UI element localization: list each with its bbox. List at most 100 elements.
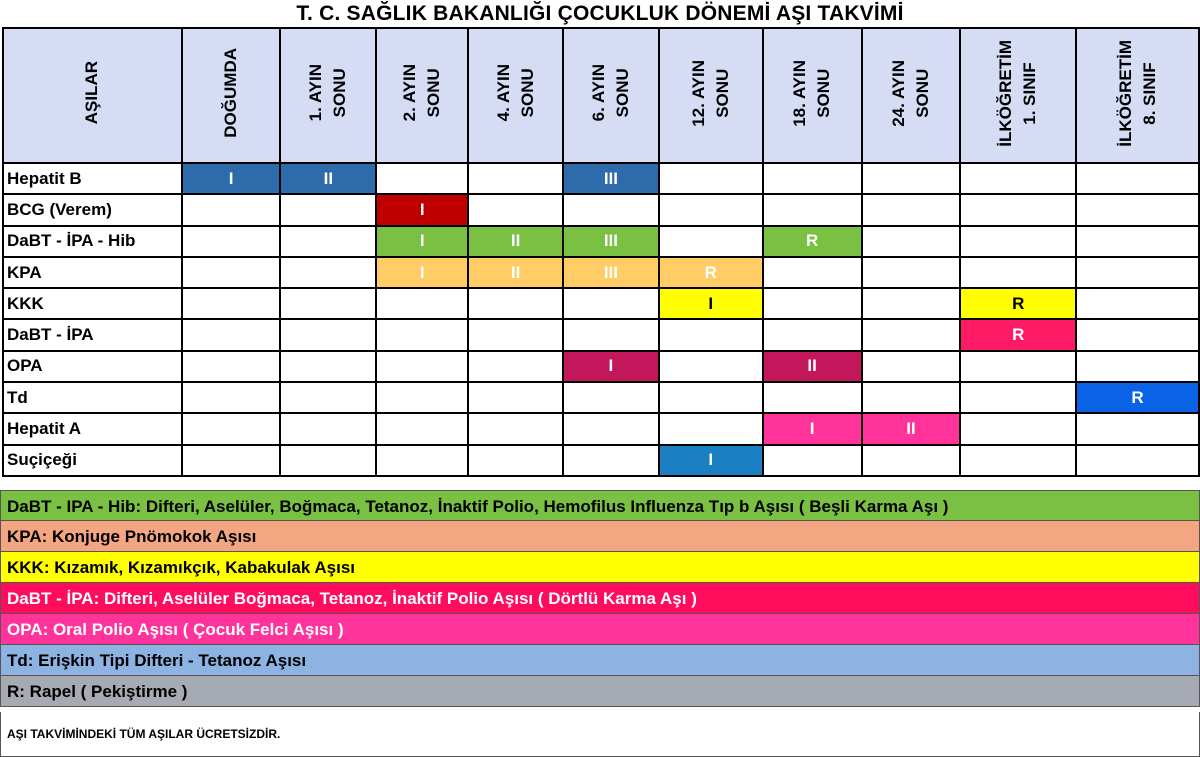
empty-cell bbox=[657, 381, 764, 415]
vaccine-name: BCG (Verem) bbox=[2, 193, 183, 227]
column-header-label: DOĞUMDA bbox=[221, 48, 241, 138]
empty-cell bbox=[1075, 287, 1200, 321]
empty-cell bbox=[657, 412, 764, 446]
dose-cell: R bbox=[657, 255, 764, 290]
legend-item: DaBT - İPA: Difteri, Aselüler Boğmaca, T… bbox=[0, 583, 1200, 614]
empty-cell bbox=[959, 224, 1078, 258]
empty-cell bbox=[467, 287, 564, 321]
column-header-7: 24. AYIN SONU bbox=[860, 27, 962, 164]
empty-cell bbox=[761, 161, 863, 196]
legend-item: Td: Erişkin Tipi Difteri - Tetanoz Aşısı bbox=[0, 645, 1200, 676]
column-header-9: İLKÖĞRETİM 8. SINIF bbox=[1075, 27, 1200, 164]
empty-cell bbox=[1075, 412, 1200, 446]
table-row: KPA I II III R bbox=[2, 255, 1200, 290]
empty-cell bbox=[375, 381, 470, 415]
empty-cell bbox=[1075, 255, 1200, 290]
empty-cell bbox=[562, 443, 660, 477]
legend-item: KKK: Kızamık, Kızamıkçık, Kabakulak Aşıs… bbox=[0, 552, 1200, 583]
column-header-label: 6. AYIN SONU bbox=[588, 64, 632, 122]
empty-cell bbox=[761, 255, 863, 290]
empty-cell bbox=[761, 443, 863, 477]
column-header-8: İLKÖĞRETİM 1. SINIF bbox=[959, 27, 1078, 164]
empty-cell bbox=[467, 381, 564, 415]
empty-cell bbox=[959, 412, 1078, 446]
empty-cell bbox=[467, 412, 564, 446]
dose-cell: R bbox=[761, 224, 863, 258]
dose-cell: R bbox=[959, 287, 1078, 321]
vaccines-column-header: AŞILAR bbox=[2, 27, 183, 164]
empty-cell bbox=[1075, 318, 1200, 352]
legend: DaBT - IPA - Hib: Difteri, Aselüler, Boğ… bbox=[0, 490, 1200, 707]
vaccine-name: KPA bbox=[2, 255, 183, 290]
empty-cell bbox=[180, 287, 282, 321]
vaccine-name: DaBT - İPA - Hib bbox=[2, 224, 183, 258]
page-title: T. C. SAĞLIK BAKANLIĞI ÇOCUKLUK DÖNEMİ A… bbox=[296, 2, 904, 25]
table-row: Hepatit A I II bbox=[2, 412, 1200, 446]
empty-cell bbox=[959, 443, 1078, 477]
empty-cell bbox=[959, 255, 1078, 290]
header-row: AŞILAR DOĞUMDA 1. AYIN SONU 2. AYIN SONU 4.… bbox=[2, 27, 1200, 164]
empty-cell bbox=[761, 318, 863, 352]
empty-cell bbox=[180, 193, 282, 227]
vaccines-label: AŞILAR bbox=[82, 61, 102, 125]
empty-cell bbox=[1075, 224, 1200, 258]
schedule-table: AŞILAR DOĞUMDA 1. AYIN SONU 2. AYIN SONU 4.… bbox=[2, 27, 1200, 477]
empty-cell bbox=[860, 224, 962, 258]
empty-cell bbox=[657, 193, 764, 227]
empty-cell bbox=[959, 193, 1078, 227]
empty-cell bbox=[657, 161, 764, 196]
empty-cell bbox=[279, 224, 378, 258]
legend-item: OPA: Oral Polio Aşısı ( Çocuk Felci Aşıs… bbox=[0, 614, 1200, 645]
empty-cell bbox=[761, 381, 863, 415]
empty-cell bbox=[180, 443, 282, 477]
column-header-label: İLKÖĞRETİM 8. SINIF bbox=[1115, 39, 1159, 147]
table-row: OPA I II bbox=[2, 349, 1200, 384]
dose-cell: R bbox=[959, 318, 1078, 352]
column-header-label: 4. AYIN SONU bbox=[493, 64, 537, 122]
empty-cell bbox=[279, 193, 378, 227]
vaccine-name: Hepatit B bbox=[2, 161, 183, 196]
empty-cell bbox=[761, 193, 863, 227]
column-header-2: 2. AYIN SONU bbox=[375, 27, 470, 164]
dose-cell: III bbox=[562, 161, 660, 196]
table-row: KKK I R bbox=[2, 287, 1200, 321]
empty-cell bbox=[279, 349, 378, 384]
table-row: DaBT - İPA - Hib I II III R bbox=[2, 224, 1200, 258]
empty-cell bbox=[860, 255, 962, 290]
column-header-label: 2. AYIN SONU bbox=[400, 64, 444, 122]
empty-cell bbox=[657, 349, 764, 384]
empty-cell bbox=[180, 255, 282, 290]
vaccine-name: OPA bbox=[2, 349, 183, 384]
footer-note: AŞI TAKVİMİNDEKİ TÜM AŞILAR ÜCRETSİZDİR. bbox=[0, 712, 1200, 757]
empty-cell bbox=[860, 287, 962, 321]
dose-cell: II bbox=[467, 224, 564, 258]
empty-cell bbox=[562, 318, 660, 352]
empty-cell bbox=[375, 287, 470, 321]
dose-cell: I bbox=[562, 349, 660, 384]
empty-cell bbox=[467, 443, 564, 477]
vaccine-name: Suçiçeği bbox=[2, 443, 183, 477]
vaccine-name: Td bbox=[2, 381, 183, 415]
column-header-3: 4. AYIN SONU bbox=[467, 27, 564, 164]
empty-cell bbox=[562, 193, 660, 227]
empty-cell bbox=[860, 161, 962, 196]
legend-item: R: Rapel ( Pekiştirme ) bbox=[0, 676, 1200, 707]
empty-cell bbox=[180, 318, 282, 352]
empty-cell bbox=[375, 443, 470, 477]
empty-cell bbox=[279, 318, 378, 352]
empty-cell bbox=[279, 255, 378, 290]
dose-cell: II bbox=[761, 349, 863, 384]
empty-cell bbox=[959, 381, 1078, 415]
vaccine-name: Hepatit A bbox=[2, 412, 183, 446]
column-header-0: DOĞUMDA bbox=[180, 27, 282, 164]
dose-cell: II bbox=[860, 412, 962, 446]
empty-cell bbox=[467, 318, 564, 352]
empty-cell bbox=[375, 349, 470, 384]
vaccine-name: DaBT - İPA bbox=[2, 318, 183, 352]
column-header-label: 12. AYIN SONU bbox=[688, 59, 732, 127]
empty-cell bbox=[860, 193, 962, 227]
dose-cell: I bbox=[375, 224, 470, 258]
empty-cell bbox=[562, 287, 660, 321]
empty-cell bbox=[959, 161, 1078, 196]
